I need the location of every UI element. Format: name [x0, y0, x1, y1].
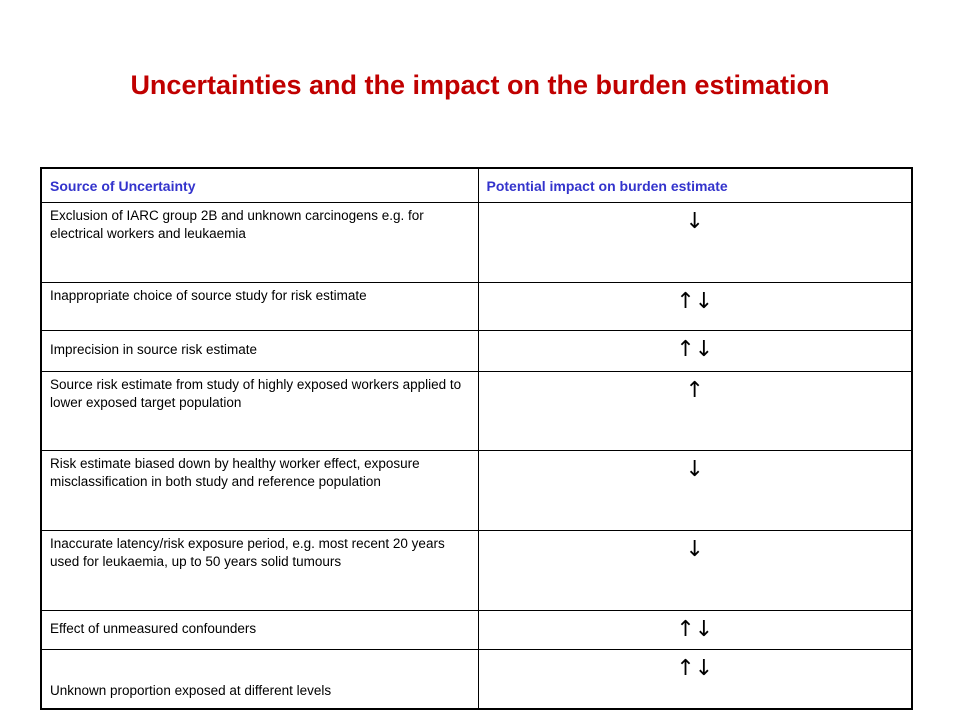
table-row: Source risk estimate from study of highl…: [40, 371, 913, 451]
uncertainty-table-container: Source of Uncertainty Potential impact o…: [40, 167, 913, 710]
source-cell: Unknown proportion exposed at different …: [40, 649, 479, 710]
impact-arrow-cell: ↑↓: [477, 330, 913, 372]
source-cell: Inappropriate choice of source study for…: [40, 282, 479, 331]
impact-arrow-cell: ↑: [477, 371, 913, 451]
uncertainty-table: Source of Uncertainty Potential impact o…: [40, 167, 913, 710]
source-cell: Effect of unmeasured confounders: [40, 610, 479, 650]
table-row: Inaccurate latency/risk exposure period,…: [40, 530, 913, 611]
table-row: Exclusion of IARC group 2B and unknown c…: [40, 202, 913, 283]
impact-arrow-cell: ↑↓: [477, 649, 913, 710]
impact-arrow-cell: ↑↓: [477, 610, 913, 650]
slide-title: Uncertainties and the impact on the burd…: [130, 70, 830, 100]
source-cell: Exclusion of IARC group 2B and unknown c…: [40, 202, 479, 283]
impact-arrow-cell: ↑↓: [477, 282, 913, 331]
source-cell: Inaccurate latency/risk exposure period,…: [40, 530, 479, 611]
table-header-row: Source of Uncertainty Potential impact o…: [40, 167, 913, 203]
impact-arrow-cell: ↓: [477, 450, 913, 531]
table-row: Effect of unmeasured confounders ↑↓: [40, 610, 913, 650]
source-cell: Imprecision in source risk estimate: [40, 330, 479, 372]
table-row: Risk estimate biased down by healthy wor…: [40, 450, 913, 531]
table-row: Imprecision in source risk estimate ↑↓: [40, 330, 913, 372]
source-cell: Risk estimate biased down by healthy wor…: [40, 450, 479, 531]
header-potential-impact: Potential impact on burden estimate: [477, 167, 913, 203]
source-cell: Source risk estimate from study of highl…: [40, 371, 479, 451]
header-source-of-uncertainty: Source of Uncertainty: [40, 167, 479, 203]
table-row: Inappropriate choice of source study for…: [40, 282, 913, 331]
impact-arrow-cell: ↓: [477, 202, 913, 283]
table-row: Unknown proportion exposed at different …: [40, 649, 913, 710]
impact-arrow-cell: ↓: [477, 530, 913, 611]
